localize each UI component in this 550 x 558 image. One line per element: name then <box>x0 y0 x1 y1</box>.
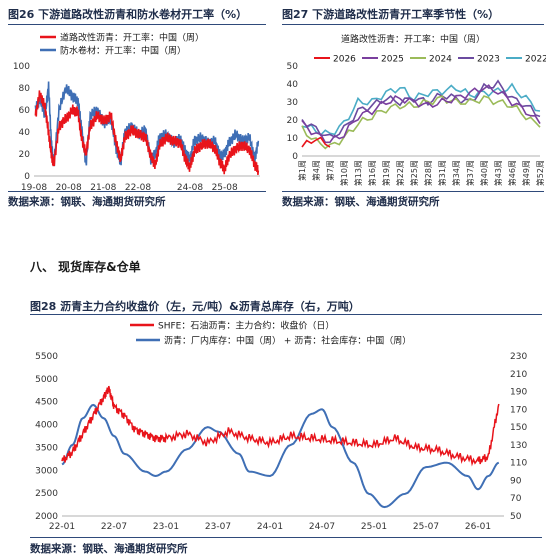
fig28-title: 图28 沥青主力合约收盘价（左，元/吨）&沥青总库存（右，万吨） <box>30 300 360 313</box>
fig26-xtick: 25-08 <box>212 183 238 193</box>
fig28-right-ytick: 210 <box>510 370 527 380</box>
fig27-xtick: 第22周 <box>395 160 405 186</box>
fig27-ytick: 50 <box>287 62 299 72</box>
fig27-ytick: 20 <box>287 116 299 126</box>
fig28-left-ytick: 2000 <box>35 512 58 522</box>
fig28-price-line <box>61 385 500 467</box>
fig28-xtick: 23-01 <box>153 522 179 532</box>
fig28-right-ytick: 70 <box>510 494 522 504</box>
fig27-legend-label-2026: 2026 <box>333 55 356 65</box>
fig27-chart: 道路改性沥青：开工率：中国（周） 2026 2025 2024 2023 2022 0 10 2… <box>287 33 546 186</box>
fig27-ytick: 0 <box>292 152 298 162</box>
fig26-xtick: 21-08 <box>90 183 116 193</box>
fig27-source: 数据来源：钢联、海通期货研究所 <box>282 196 440 208</box>
fig27-xtick: 第16周 <box>367 160 377 186</box>
fig28-xtick: 25-07 <box>413 522 439 532</box>
fig28-right-ytick: 110 <box>510 459 527 469</box>
fig28-xtick: 26-01 <box>465 522 491 532</box>
fig27-ytick: 40 <box>287 80 299 90</box>
fig27-xtick: 第1周 <box>297 160 307 181</box>
fig27-xtick: 第4周 <box>311 160 321 181</box>
fig27-series-line-2025 <box>301 84 541 144</box>
fig26-ytick: 20 <box>19 150 31 160</box>
fig28-left-ytick: 3500 <box>35 443 58 453</box>
fig26-ytick: 40 <box>19 128 31 138</box>
fig28-left-ytick: 4500 <box>35 398 58 408</box>
fig26-legend-label-0: 道路改性沥青：开工率：中国（周） <box>60 32 204 44</box>
fig27-xtick: 第25周 <box>409 160 419 186</box>
fig27-series-line-2022 <box>301 82 541 137</box>
fig27-series-line-2024 <box>301 95 541 150</box>
fig27-xtick: 第46周 <box>507 160 517 186</box>
fig27-legend-label-2022: 2022 <box>525 55 546 65</box>
fig26-xtick: 22-08 <box>125 183 151 193</box>
fig26-series-line-0 <box>34 90 260 175</box>
fig28-source: 数据来源：钢联、海通期货研究所 <box>30 543 188 555</box>
fig27-chart-title: 道路改性沥青：开工率：中国（周） <box>341 33 485 45</box>
fig28-title-rule <box>30 314 542 315</box>
fig27-legend-label-2025: 2025 <box>381 55 404 65</box>
fig27-xtick: 第52周 <box>535 160 545 186</box>
fig26-ytick: 0 <box>24 172 30 182</box>
section-title: 八、 现货库存&仓单 <box>30 260 141 274</box>
fig28-left-ytick: 2500 <box>35 489 58 499</box>
fig27-xtick: 第28周 <box>423 160 433 186</box>
fig28-legend-label-1: 沥青：厂内库存：中国（周） + 沥青：社会库存：中国（周） <box>164 335 411 347</box>
fig28-right-ytick: 190 <box>510 388 527 398</box>
fig28-left-ytick: 4000 <box>35 421 58 431</box>
fig26-ytick: 60 <box>19 106 31 116</box>
fig27-xtick: 第31周 <box>437 160 447 186</box>
fig26-bottom-rule <box>8 191 266 192</box>
fig26-xtick: 24-08 <box>177 183 203 193</box>
fig27-xtick: 第13周 <box>353 160 363 186</box>
fig28-right-ytick: 230 <box>510 352 527 362</box>
fig28-chart: SHFE：石油沥青：主力合约：收盘价（日） 沥青：厂内库存：中国（周） + 沥青：… <box>35 320 527 533</box>
fig27-legend-label-2023: 2023 <box>477 55 500 65</box>
fig27-xtick: 第10周 <box>339 160 349 186</box>
fig26-xtick: 19-08 <box>21 183 47 193</box>
fig28-bottom-rule <box>30 537 542 538</box>
fig26-source: 数据来源：钢联、海通期货研究所 <box>8 196 166 208</box>
fig28-right-ytick: 150 <box>510 423 527 433</box>
fig28-xtick: 24-07 <box>309 522 335 532</box>
fig28-right-ytick: 50 <box>510 512 522 522</box>
fig27-xtick: 第37周 <box>465 160 475 186</box>
fig28-xtick: 22-07 <box>101 522 127 532</box>
fig28-xtick: 23-07 <box>205 522 231 532</box>
fig27-xtick: 第40周 <box>479 160 489 186</box>
fig27-title: 图27 下游道路改性沥青开工率季节性（%） <box>282 8 500 21</box>
fig27-xtick: 第19周 <box>381 160 391 186</box>
fig27-xtick: 第43周 <box>493 160 503 186</box>
fig28-left-ytick: 5000 <box>35 375 58 385</box>
fig26-legend-label-1: 防水卷材：开工率：中国（周） <box>60 45 186 57</box>
fig28-xtick: 24-01 <box>257 522 283 532</box>
fig27-series-line-2023 <box>301 79 541 138</box>
fig27-series-line-2026 <box>301 136 331 148</box>
fig28-left-ytick: 3000 <box>35 466 58 476</box>
fig28-right-ytick: 90 <box>510 476 522 486</box>
fig27-bottom-rule <box>282 191 544 192</box>
fig28-left-ytick: 5500 <box>35 352 58 362</box>
fig27-xtick: 第34周 <box>451 160 461 186</box>
fig27-title-rule <box>282 24 544 25</box>
fig27-xtick: 第7周 <box>325 160 335 181</box>
fig28-xtick: 25-01 <box>361 522 387 532</box>
fig28-inventory-line <box>61 403 500 509</box>
fig27-ytick: 10 <box>287 134 299 144</box>
fig28-legend-label-0: SHFE：石油沥青：主力合约：收盘价（日） <box>158 320 334 332</box>
fig28-xtick: 22-01 <box>49 522 75 532</box>
fig26-xtick: 20-08 <box>56 183 82 193</box>
fig26-title-rule <box>8 24 266 25</box>
fig27-ytick: 30 <box>287 98 299 108</box>
fig27-legend-label-2024: 2024 <box>429 55 452 65</box>
fig27-xtick: 第49周 <box>521 160 531 186</box>
fig26-series-line-1 <box>34 81 260 167</box>
fig26-title: 图26 下游道路改性沥青和防水卷材开工率（%） <box>8 8 248 21</box>
fig26-ytick: 100 <box>13 62 30 72</box>
fig26-chart: 道路改性沥青：开工率：中国（周）防水卷材：开工率：中国（周） 0 20 40 60 80 1… <box>13 32 260 193</box>
fig28-right-ytick: 170 <box>510 405 527 415</box>
fig28-right-ytick: 130 <box>510 441 527 451</box>
fig26-ytick: 80 <box>19 84 31 94</box>
